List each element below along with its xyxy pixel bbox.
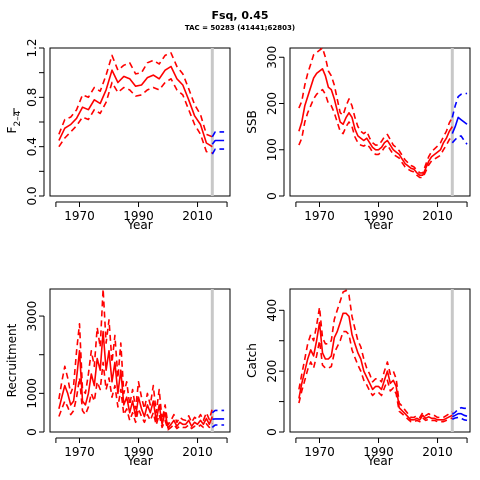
figure-title: Fsq, 0.45 [211,9,269,22]
y-tick-label: 200 [265,92,279,115]
series-line-forecast-upper [211,131,225,138]
y-axis-label: Recruitment [5,323,19,397]
x-axis-label: Year [366,218,392,232]
y-tick-label: 300 [265,46,279,69]
y-tick-label: 1000 [25,378,39,409]
x-tick-label: 1970 [304,445,335,459]
plot-frame [49,47,231,197]
y-tick-label: 0.4 [25,137,39,156]
y-axis-label: Catch [245,343,259,378]
panel-1: 1970 1990 2010 Year 0.0 0.4 0.8 1.2 F2–4 [5,38,231,232]
plot-frame [289,47,471,197]
series-line-median [298,312,453,421]
panel-3: 1970 1990 2010 Year 0 1000 3000 Recruitment [5,288,231,468]
series-line-forecast-lower [211,424,225,429]
y-tick-label: 0 [25,428,39,436]
series-line-lower [298,88,453,179]
y-tick-label: 0.8 [25,88,39,107]
y-axis-label: F2–4 [5,110,23,133]
x-tick-label: 1970 [64,445,95,459]
series-line-forecast-median [211,139,225,145]
y-tick-label: 0 [265,192,279,200]
series-line-forecast-lower [451,416,468,422]
panel-2: 1970 1990 2010 Year 0 100 200 300 SSB [245,46,471,232]
x-tick-label: 1990 [363,445,394,459]
series-line-lower [298,330,453,423]
x-tick-label: 1970 [64,209,95,223]
y-tick-label: 400 [265,299,279,322]
plot-frame [49,288,231,433]
y-tick-label: 3000 [25,301,39,332]
y-tick-label: 200 [265,360,279,383]
x-axis-label: Year [126,454,152,468]
panel-4: 1970 1990 2010 Year 0 200 400 Catch [245,288,471,468]
x-tick-label: 1990 [123,209,154,223]
series-line-upper [58,52,213,138]
x-tick-label: 2010 [422,209,453,223]
series-line-forecast-upper [451,406,467,416]
x-axis-label: Year [126,218,152,232]
series-line-forecast-median [451,116,468,134]
y-tick-label: 0 [265,428,279,436]
plot-frame [289,288,471,433]
y-tick-label: 0.0 [25,186,39,205]
series-line-upper [298,47,454,174]
series-line-upper [298,289,453,419]
series-line-forecast-lower [451,135,468,145]
y-axis-label: SSB [245,110,259,133]
series-line-median [298,68,453,176]
series-line-forecast-upper [451,92,468,118]
x-tick-label: 2010 [182,209,213,223]
series-line-forecast-upper [211,409,225,414]
x-tick-label: 2010 [422,445,453,459]
series-line-upper [58,288,214,426]
series-line-forecast-lower [211,148,225,155]
x-tick-label: 1990 [363,209,394,223]
x-axis-label: Year [366,454,392,468]
x-tick-label: 1970 [304,209,335,223]
y-tick-label: 1.2 [25,38,39,57]
y-axis-label-main: F [5,126,19,133]
x-tick-label: 1990 [123,445,154,459]
series-line-lower [58,361,213,431]
series-line-median [58,330,214,429]
y-axis-label-subscript: 2–4 [13,110,23,126]
series-line-lower [58,78,213,154]
series-line-forecast-median [451,412,468,418]
figure-subtitle: TAC = 50283 (41441;62803) [184,24,296,32]
y-tick-label: 100 [265,138,279,161]
series-line-median [58,65,213,148]
x-tick-label: 2010 [182,445,213,459]
